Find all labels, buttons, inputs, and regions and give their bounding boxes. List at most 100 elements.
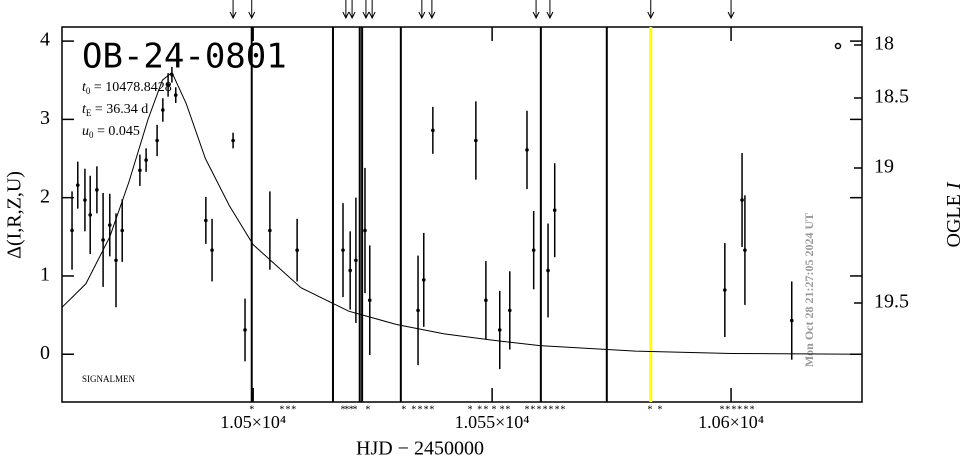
data-point [166,83,170,87]
y2-tick-label: 19 [874,156,894,178]
star-marker: * [341,404,346,415]
data-point [231,138,235,143]
star-marker: * [401,404,406,415]
star-marker: * [530,404,535,415]
star-marker: * [555,404,560,415]
data-point [75,183,80,187]
y2-axis-label: OGLE I [943,181,965,247]
y2-label-var: I [943,181,965,190]
data-point [474,138,478,143]
x-tick-label: 1.05×10⁴ [220,412,286,432]
credit: SIGNALMEN [82,374,135,384]
data-point [114,258,118,263]
data-point [107,223,112,227]
data-point [546,268,550,273]
y-axis-label: Δ(I,R,Z,U) [4,171,26,259]
star-marker: * [492,404,497,415]
x-tick-label: 1.06×10⁴ [698,412,764,432]
star-marker: * [731,404,736,415]
annotation-text: = 36.34 d [91,102,148,117]
timestamp: Mon Oct 28 21:27:05 2024 UT [802,213,816,367]
data-point [83,198,87,202]
star-marker: * [743,404,748,415]
star-marker: * [468,404,473,415]
annotation-sub: 0 [89,130,94,140]
star-marker: * [365,404,370,415]
arrow [647,0,655,20]
arrow [348,0,356,20]
data-point [348,268,352,273]
y2-label-text: OGLE [943,189,965,247]
annotation-sub: E [86,108,92,118]
plot-frame [61,26,863,403]
y-tick-label: 4 [40,29,50,51]
data-point [723,288,727,292]
star-marker: * [429,404,434,415]
x-axis-label: HJD − 2450000 [356,438,484,459]
star-marker: * [505,404,510,415]
data-point [243,328,247,332]
model-curve [62,71,862,355]
symbol [834,42,842,50]
annotation-sub: 0 [86,86,91,96]
arrow [532,0,540,20]
arrow [418,0,426,20]
plot-layer [62,27,862,402]
star-marker: * [737,404,742,415]
arrow [229,0,237,20]
data-point [173,93,178,97]
data-point [70,228,74,233]
y2-tick-label: 18.5 [874,86,909,108]
star-marker: * [719,404,724,415]
data-point [484,298,488,303]
star-marker: * [477,404,482,415]
y-tick-label: 2 [40,185,50,207]
annotation-var: t [82,80,87,95]
star-marker: * [279,404,284,415]
data-point [95,188,99,192]
star-marker: * [536,404,541,415]
data-point [268,228,272,233]
arrow [546,0,554,20]
data-point [341,248,345,252]
star-marker: * [424,404,429,415]
data-point [120,228,125,233]
data-point [363,228,367,233]
chart-title: OB-24-0801 [82,37,287,77]
data-point [552,208,557,212]
y-tick-label: 0 [40,342,50,364]
arrow [248,0,256,20]
annotation-text: = 0.045 [94,124,140,139]
y2-tick-label: 18 [874,33,894,55]
annotation-var: u [82,124,89,139]
arrow [727,0,735,20]
annotation-var: t [82,102,87,117]
x-tick-label: 1.055×10⁴ [455,412,530,432]
y2-tick-label: 19.5 [874,291,909,313]
arrow [342,0,350,20]
arrow [428,0,436,20]
star-marker: * [286,404,291,415]
star-marker: * [352,404,357,415]
y-tick-label: 1 [40,264,50,286]
data-point [204,218,208,223]
data-point [421,278,426,282]
star-marker: * [349,404,354,415]
data-point [531,248,536,252]
star-marker: * [249,404,254,415]
star-marker: * [750,404,755,415]
star-marker: * [344,404,349,415]
star-marker: * [291,404,296,415]
star-marker: * [411,404,416,415]
data-point [740,198,744,202]
annotation: tE = 36.34 d [82,102,148,118]
data-point [161,108,165,112]
data-point [416,308,420,313]
data-point [431,128,435,133]
data-point [367,298,372,303]
star-marker: * [500,404,505,415]
star-marker: * [560,404,565,415]
data-point [354,258,358,263]
